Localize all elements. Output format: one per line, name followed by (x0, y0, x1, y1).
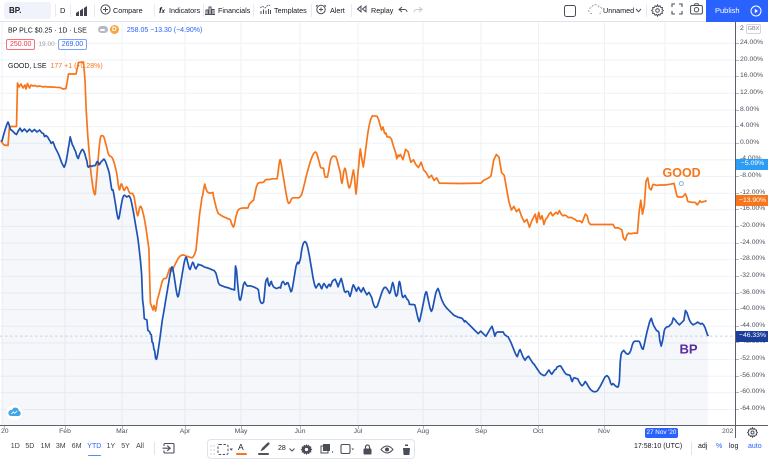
svg-text:GOOD: GOOD (663, 166, 701, 180)
svg-text:BP: BP (680, 342, 698, 357)
